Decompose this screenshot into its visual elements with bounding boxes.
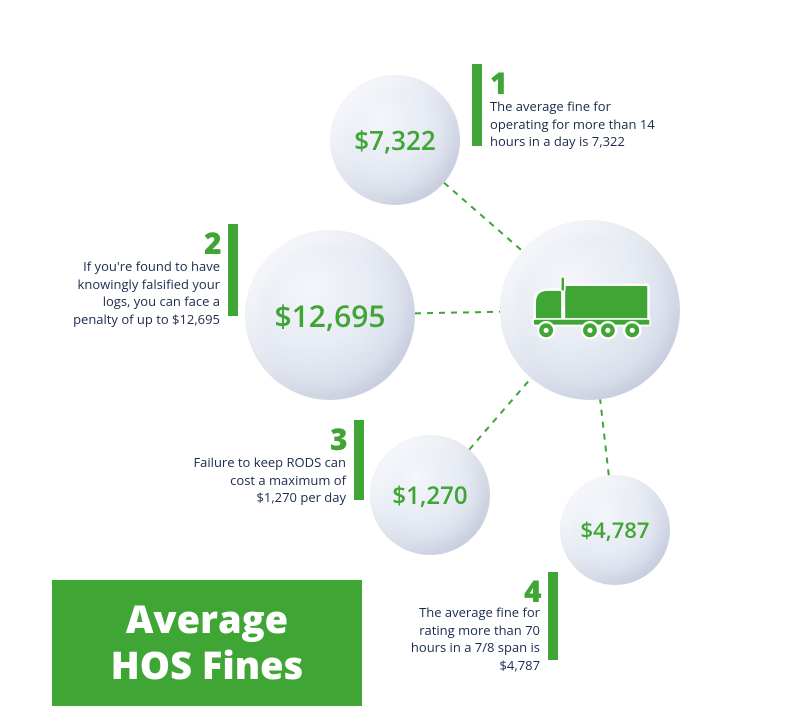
title-box: Average HOS Fines [52, 580, 362, 706]
hub-bubble [500, 220, 680, 400]
callout-text: Failure to keep RODS can cost a maximum … [188, 454, 346, 507]
callout-text: If you're found to have knowingly falsif… [62, 258, 220, 328]
fine-amount-1: $7,322 [354, 122, 435, 158]
callout-bar [472, 64, 482, 146]
infographic-stage: $7,322 $12,695 $1,270 $4,787 1 The avera… [0, 0, 790, 725]
connector-line [469, 378, 531, 450]
fine-amount-2: $12,695 [274, 295, 385, 336]
callout-text: The average fine for operating for more … [490, 98, 670, 151]
fine-bubble-3: $1,270 [370, 435, 490, 555]
title-line-1: Average [111, 597, 304, 643]
fine-amount-4: $4,787 [581, 515, 650, 545]
callout-bar [354, 420, 364, 500]
fine-bubble-2: $12,695 [245, 230, 415, 400]
title-line-2: HOS Fines [111, 643, 304, 689]
connector-line [600, 399, 609, 475]
fine-amount-3: $1,270 [392, 479, 467, 512]
fine-bubble-1: $7,322 [330, 75, 460, 205]
connector-line [444, 183, 522, 251]
callout-bar [228, 224, 238, 316]
truck-icon [525, 273, 655, 347]
callout-bar [548, 572, 558, 660]
callout-text: The average fine for rating more than 70… [402, 604, 540, 674]
fine-bubble-4: $4,787 [560, 475, 670, 585]
connector-line [415, 312, 500, 314]
